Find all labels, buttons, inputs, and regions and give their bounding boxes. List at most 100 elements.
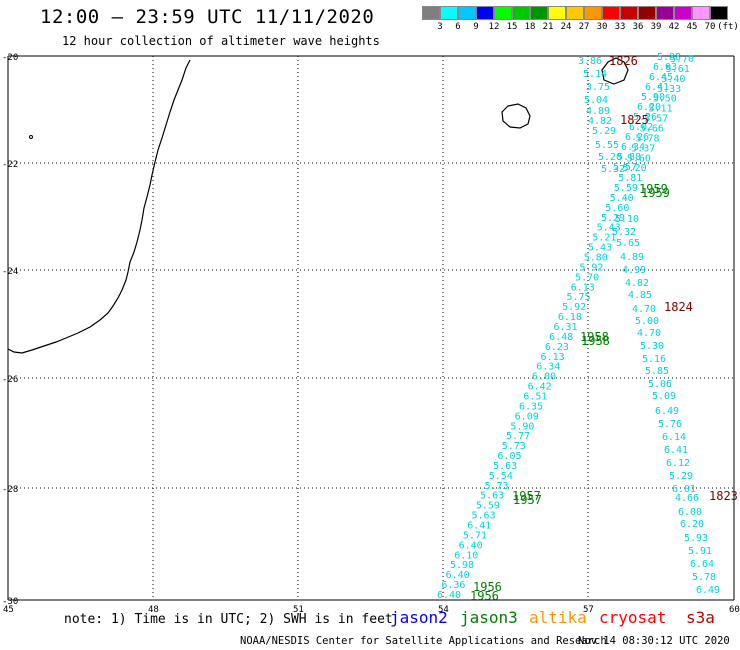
swh-value: 6.20 <box>680 519 704 530</box>
pass-time-label: 1959 <box>639 182 668 196</box>
legend-label: 45 <box>686 22 698 32</box>
swh-value: 6.02 <box>629 122 653 133</box>
legend-swatch <box>548 6 566 20</box>
legend-swatch <box>530 6 548 20</box>
legend-swatch <box>512 6 530 20</box>
pass-time-label: 1823 <box>709 489 738 503</box>
swh-value: 5.78 <box>635 133 659 144</box>
legend-label: 42 <box>668 22 680 32</box>
legend-cryosat: cryosat <box>599 608 667 627</box>
legend-jason3: jason3 <box>460 608 518 627</box>
legend-label: 6 <box>455 22 461 32</box>
swh-value: 6.23 <box>545 342 569 353</box>
swh-value: 5.20 <box>598 152 622 163</box>
swh-value: 5.21 <box>592 233 616 244</box>
swh-value: 3.86 <box>578 56 602 67</box>
latitude-label: -22 <box>2 160 18 170</box>
mauritius-island <box>601 57 629 85</box>
swh-value: 6.41 <box>467 521 491 532</box>
swh-value: 6.31 <box>554 322 578 333</box>
swh-value: 5.63 <box>472 511 496 522</box>
credit-line: NOAA/NESDIS Center for Satellite Applica… <box>240 635 607 647</box>
map-title: 12:00 — 23:59 UTC 11/11/2020 <box>40 6 375 28</box>
swh-value: 5.59 <box>614 183 638 194</box>
swh-value: 5.54 <box>489 471 513 482</box>
pass-time-label: 1826 <box>609 54 638 68</box>
longitude-label: 57 <box>583 605 594 615</box>
swh-value: 6.40 <box>437 590 461 601</box>
footer-note: note: 1) Time is in UTC; 2) SWH is in fe… <box>64 612 393 627</box>
swh-value: 5.06 <box>648 379 672 390</box>
swh-value: 5.32 <box>601 164 625 175</box>
swh-value: 6.42 <box>528 382 552 393</box>
swh-value: 5.60 <box>627 153 651 164</box>
legend-label: 33 <box>614 22 626 32</box>
legend-swatch <box>710 6 728 20</box>
legend-label: 12 <box>488 22 500 32</box>
swh-value: 5.71 <box>463 530 487 541</box>
swh-value: 5.43 <box>588 243 612 254</box>
swh-value: 6.41 <box>664 445 688 456</box>
pass-time-label: 1959 <box>641 186 670 200</box>
swh-value: 5.60 <box>605 203 629 214</box>
swh-value: 5.92 <box>562 302 586 313</box>
legend-label: 9 <box>473 22 479 32</box>
longitude-label: 48 <box>148 605 159 615</box>
legend-label: (ft) <box>717 22 739 32</box>
pass-time-label: 1956 <box>470 589 499 603</box>
swh-value: 5.85 <box>645 366 669 377</box>
pass-time-label: 1824 <box>664 300 693 314</box>
swh-value: 5.57 <box>644 114 668 125</box>
swh-value: 5.57 <box>613 162 637 173</box>
swh-value: 6.09 <box>515 411 539 422</box>
legend-altika: altika <box>529 608 587 627</box>
swh-value: 5.81 <box>618 173 642 184</box>
swh-value: 5.93 <box>684 533 708 544</box>
swh-value: 6.34 <box>536 362 560 373</box>
legend-swatch <box>620 6 638 20</box>
legend-label: 27 <box>578 22 590 32</box>
swh-value: 5.09 <box>652 391 676 402</box>
swh-value: 6.13 <box>541 352 565 363</box>
legend-swatch <box>602 6 620 20</box>
latitude-label: -24 <box>2 267 18 277</box>
legend-swatch <box>476 6 494 20</box>
swh-value: 5.65 <box>616 238 640 249</box>
swh-value: 5.90 <box>510 421 534 432</box>
swh-value: 5.90 <box>641 92 665 103</box>
altimeter-track-east: 3.865.143.755.044.894.825.295.555.205.32… <box>578 52 720 596</box>
generated-timestamp: Nov 14 08:30:12 UTC 2020 <box>578 635 730 647</box>
legend-s3a: s3a <box>686 608 715 627</box>
legend-swatch <box>584 6 602 20</box>
swh-value: 6.64 <box>690 559 714 570</box>
swh-value: 5.29 <box>592 126 616 137</box>
legend-swatch <box>494 6 512 20</box>
swh-value: 6.41 <box>645 82 669 93</box>
swh-value: 5.88 <box>657 52 681 63</box>
swh-value: 6.12 <box>666 458 690 469</box>
swh-value: 5.04 <box>584 95 608 106</box>
swh-value: 6.10 <box>454 550 478 561</box>
swh-value: 6.01 <box>672 484 696 495</box>
swh-value: 6.35 <box>519 401 543 412</box>
swh-value: 5.20 <box>623 163 647 174</box>
legend-swatch <box>692 6 710 20</box>
latitude-label: -30 <box>2 597 18 607</box>
swh-value: 3.75 <box>586 82 610 93</box>
altimeter-track-west: 6.406.366.405.986.106.405.716.415.635.59… <box>437 54 694 601</box>
swh-value: 4.99 <box>622 265 646 276</box>
swh-value: 6.05 <box>497 451 521 462</box>
legend-jason2: jason2 <box>390 608 448 627</box>
swh-value: 6.49 <box>655 406 679 417</box>
latitude-label: -28 <box>2 485 18 495</box>
swh-value: 6.00 <box>678 507 702 518</box>
swh-value: 5.37 <box>631 143 655 154</box>
swh-value: 5.92 <box>579 262 603 273</box>
pass-time-label: 1958 <box>580 330 609 344</box>
legend-swatch <box>440 6 458 20</box>
legend-swatch <box>674 6 692 20</box>
swh-value: 5.40 <box>610 193 634 204</box>
